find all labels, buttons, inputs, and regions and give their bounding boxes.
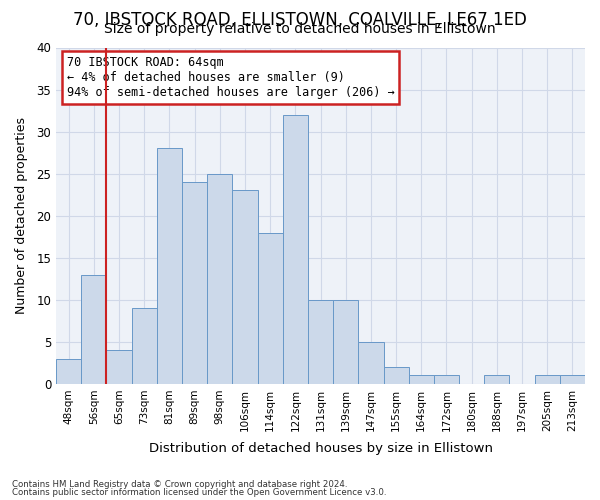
Bar [81,274,106,384]
Text: 70, IBSTOCK ROAD, ELLISTOWN, COALVILLE, LE67 1ED: 70, IBSTOCK ROAD, ELLISTOWN, COALVILLE, … [73,11,527,29]
Y-axis label: Number of detached properties: Number of detached properties [15,117,28,314]
Bar [131,308,157,384]
Text: Contains public sector information licensed under the Open Government Licence v3: Contains public sector information licen… [12,488,386,497]
Bar [207,174,232,384]
Bar [560,376,585,384]
Bar [535,376,560,384]
Bar [409,376,434,384]
Bar [383,367,409,384]
Bar [358,342,383,384]
Bar [283,115,308,384]
Text: 70 IBSTOCK ROAD: 64sqm
← 4% of detached houses are smaller (9)
94% of semi-detac: 70 IBSTOCK ROAD: 64sqm ← 4% of detached … [67,56,394,99]
Bar [106,350,131,384]
X-axis label: Distribution of detached houses by size in Ellistown: Distribution of detached houses by size … [149,442,493,455]
Bar [333,300,358,384]
Bar [257,232,283,384]
Bar [56,358,81,384]
Bar [308,300,333,384]
Bar [434,376,459,384]
Text: Size of property relative to detached houses in Ellistown: Size of property relative to detached ho… [104,22,496,36]
Bar [232,190,257,384]
Bar [157,148,182,384]
Text: Contains HM Land Registry data © Crown copyright and database right 2024.: Contains HM Land Registry data © Crown c… [12,480,347,489]
Bar [484,376,509,384]
Bar [182,182,207,384]
